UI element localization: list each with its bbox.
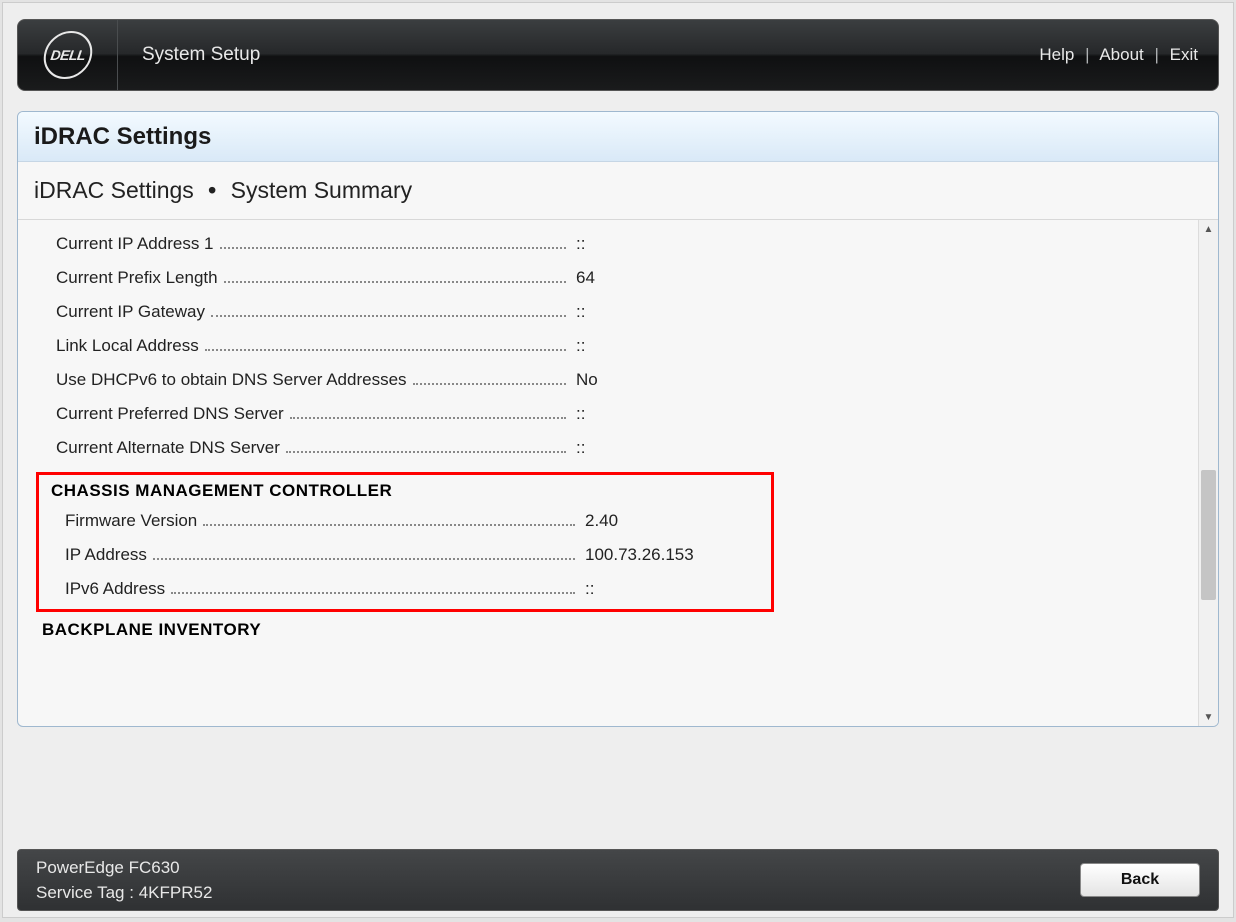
leader xyxy=(153,550,575,560)
footer-info: PowerEdge FC630 Service Tag : 4KFPR52 xyxy=(18,855,212,906)
setting-label: Firmware Version xyxy=(65,511,197,531)
model-name: PowerEdge FC630 xyxy=(36,855,212,881)
setting-value: :: xyxy=(576,234,736,254)
leader xyxy=(220,239,567,249)
leader xyxy=(205,341,566,351)
cmc-heading: CHASSIS MANAGEMENT CONTROLLER xyxy=(51,481,743,501)
leader xyxy=(211,307,566,317)
separator: | xyxy=(1085,45,1089,64)
scroll-up-icon[interactable]: ▲ xyxy=(1199,220,1218,238)
setting-label: Current IP Address 1 xyxy=(56,234,214,254)
back-button[interactable]: Back xyxy=(1080,863,1200,897)
top-links: Help | About | Exit xyxy=(1039,45,1198,65)
setting-row: Current IP Gateway :: xyxy=(56,302,1190,322)
leader xyxy=(290,409,566,419)
setting-label: Current IP Gateway xyxy=(56,302,205,322)
separator: | xyxy=(1155,45,1159,64)
setting-value: 2.40 xyxy=(585,511,745,531)
setting-label: Use DHCPv6 to obtain DNS Server Addresse… xyxy=(56,370,407,390)
setting-row: Current IP Address 1 :: xyxy=(56,234,1190,254)
setting-label: IPv6 Address xyxy=(65,579,165,599)
highlighted-section: CHASSIS MANAGEMENT CONTROLLER Firmware V… xyxy=(36,472,774,612)
breadcrumb-root: iDRAC Settings xyxy=(34,177,194,204)
setting-row: IPv6 Address :: xyxy=(65,579,751,599)
setting-row: Link Local Address :: xyxy=(56,336,1190,356)
about-link[interactable]: About xyxy=(1099,45,1143,64)
setting-label: Link Local Address xyxy=(56,336,199,356)
setting-row: Use DHCPv6 to obtain DNS Server Addresse… xyxy=(56,370,1190,390)
backplane-heading: BACKPLANE INVENTORY xyxy=(42,620,1190,640)
exit-link[interactable]: Exit xyxy=(1170,45,1198,64)
scroll-down-icon[interactable]: ▼ xyxy=(1199,708,1218,726)
setting-row: IP Address 100.73.26.153 xyxy=(65,545,751,565)
scroll-thumb[interactable] xyxy=(1201,470,1216,600)
setting-label: Current Prefix Length xyxy=(56,268,218,288)
leader xyxy=(286,443,566,453)
setting-value: :: xyxy=(576,404,736,424)
content-wrap: Current IP Address 1 :: Current Prefix L… xyxy=(18,220,1218,726)
screen: DELL System Setup Help | About | Exit iD… xyxy=(2,2,1234,918)
setting-value: No xyxy=(576,370,736,390)
service-tag-label: Service Tag : xyxy=(36,883,134,902)
help-link[interactable]: Help xyxy=(1039,45,1074,64)
service-tag: Service Tag : 4KFPR52 xyxy=(36,880,212,906)
breadcrumb: iDRAC Settings • System Summary xyxy=(18,162,1218,220)
leader xyxy=(171,584,575,594)
breadcrumb-sep: • xyxy=(202,177,223,204)
app-title: System Setup xyxy=(142,44,260,66)
leader xyxy=(224,273,566,283)
setting-label: IP Address xyxy=(65,545,147,565)
setting-value: :: xyxy=(576,336,736,356)
setting-row: Current Alternate DNS Server :: xyxy=(56,438,1190,458)
top-bar: DELL System Setup Help | About | Exit xyxy=(17,19,1219,91)
scrollbar[interactable]: ▲ ▼ xyxy=(1198,220,1218,726)
dell-logo: DELL xyxy=(40,31,95,79)
setting-value: :: xyxy=(585,579,745,599)
logo-wrap: DELL xyxy=(18,20,118,90)
leader xyxy=(413,375,566,385)
bottom-bar: PowerEdge FC630 Service Tag : 4KFPR52 Ba… xyxy=(17,849,1219,911)
content: Current IP Address 1 :: Current Prefix L… xyxy=(18,220,1218,726)
breadcrumb-leaf: System Summary xyxy=(231,177,412,204)
setting-row: Current Prefix Length 64 xyxy=(56,268,1190,288)
setting-value: 100.73.26.153 xyxy=(585,545,745,565)
main-panel: iDRAC Settings iDRAC Settings • System S… xyxy=(17,111,1219,727)
leader xyxy=(203,516,575,526)
setting-label: Current Alternate DNS Server xyxy=(56,438,280,458)
setting-row: Firmware Version 2.40 xyxy=(65,511,751,531)
setting-label: Current Preferred DNS Server xyxy=(56,404,284,424)
setting-value: :: xyxy=(576,438,736,458)
setting-value: :: xyxy=(576,302,736,322)
setting-value: 64 xyxy=(576,268,736,288)
setting-row: Current Preferred DNS Server :: xyxy=(56,404,1190,424)
panel-title: iDRAC Settings xyxy=(18,112,1218,162)
service-tag-value: 4KFPR52 xyxy=(139,883,213,902)
